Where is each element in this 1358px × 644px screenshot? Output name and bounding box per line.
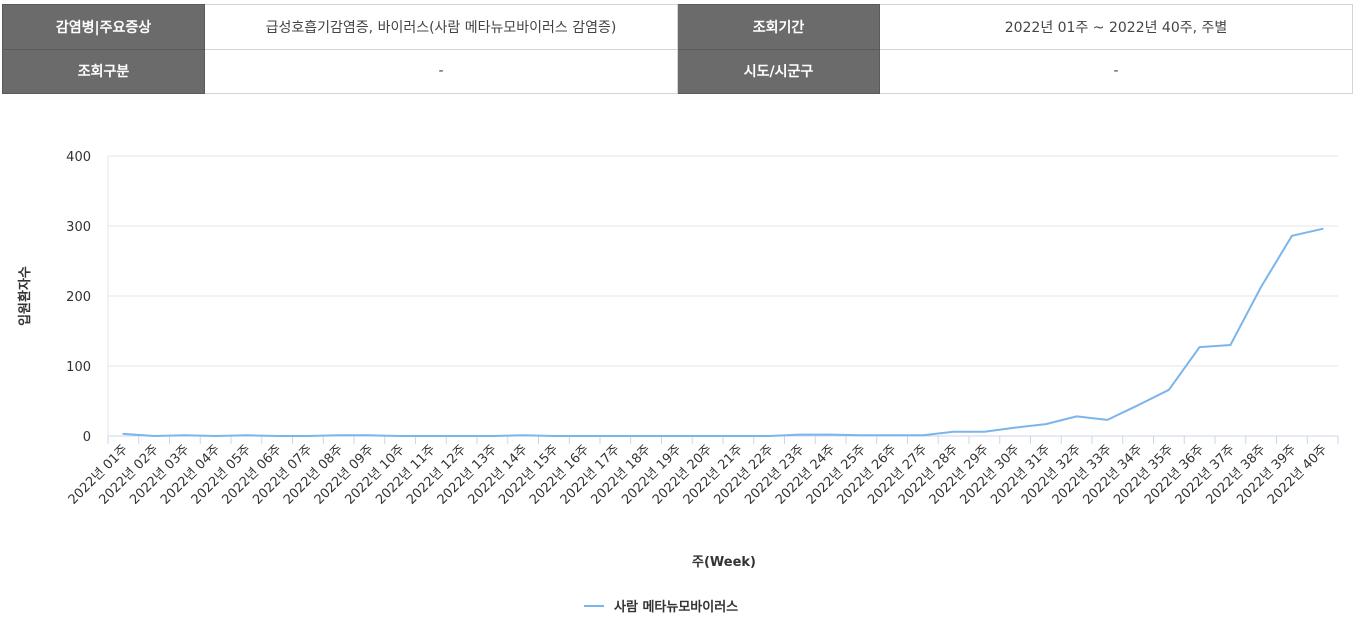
legend-label: 사람 메타뉴모바이러스 <box>614 599 738 615</box>
category-label: 조회구분 <box>2 48 205 94</box>
y-axis-ticks: 0 100 200 300 400 <box>66 150 91 445</box>
chart-grid <box>108 155 1338 367</box>
x-axis-title: 주(Week) <box>692 555 756 570</box>
y-tick-label: 100 <box>66 360 91 375</box>
category-value: - <box>204 48 678 94</box>
chart-legend[interactable]: 사람 메타뉴모바이러스 <box>584 599 738 615</box>
info-row-2: 조회구분 - 시도/시군구 - <box>2 48 1353 94</box>
info-row-1: 감염병|주요증상 급성호흡기감염증, 바이러스(사람 메타뉴모바이러스 감염증)… <box>2 4 1353 50</box>
period-value: 2022년 01주 ~ 2022년 40주, 주별 <box>879 4 1353 50</box>
y-tick-label: 400 <box>66 150 91 165</box>
period-label: 조회기간 <box>677 4 880 50</box>
y-tick-label: 300 <box>66 220 91 235</box>
y-tick-label: 0 <box>83 430 91 445</box>
disease-value: 급성호흡기감염증, 바이러스(사람 메타뉴모바이러스 감염증) <box>204 4 678 50</box>
y-tick-label: 200 <box>66 290 91 305</box>
region-label: 시도/시군구 <box>677 48 880 94</box>
series-layer <box>122 227 1324 437</box>
search-info-table: 감염병|주요증상 급성호흡기감염증, 바이러스(사람 메타뉴모바이러스 감염증)… <box>2 4 1353 94</box>
region-value: - <box>879 48 1353 94</box>
y-axis-title: 입원환자수 <box>17 266 33 326</box>
disease-label: 감염병|주요증상 <box>2 4 205 50</box>
series-line <box>122 227 1324 437</box>
